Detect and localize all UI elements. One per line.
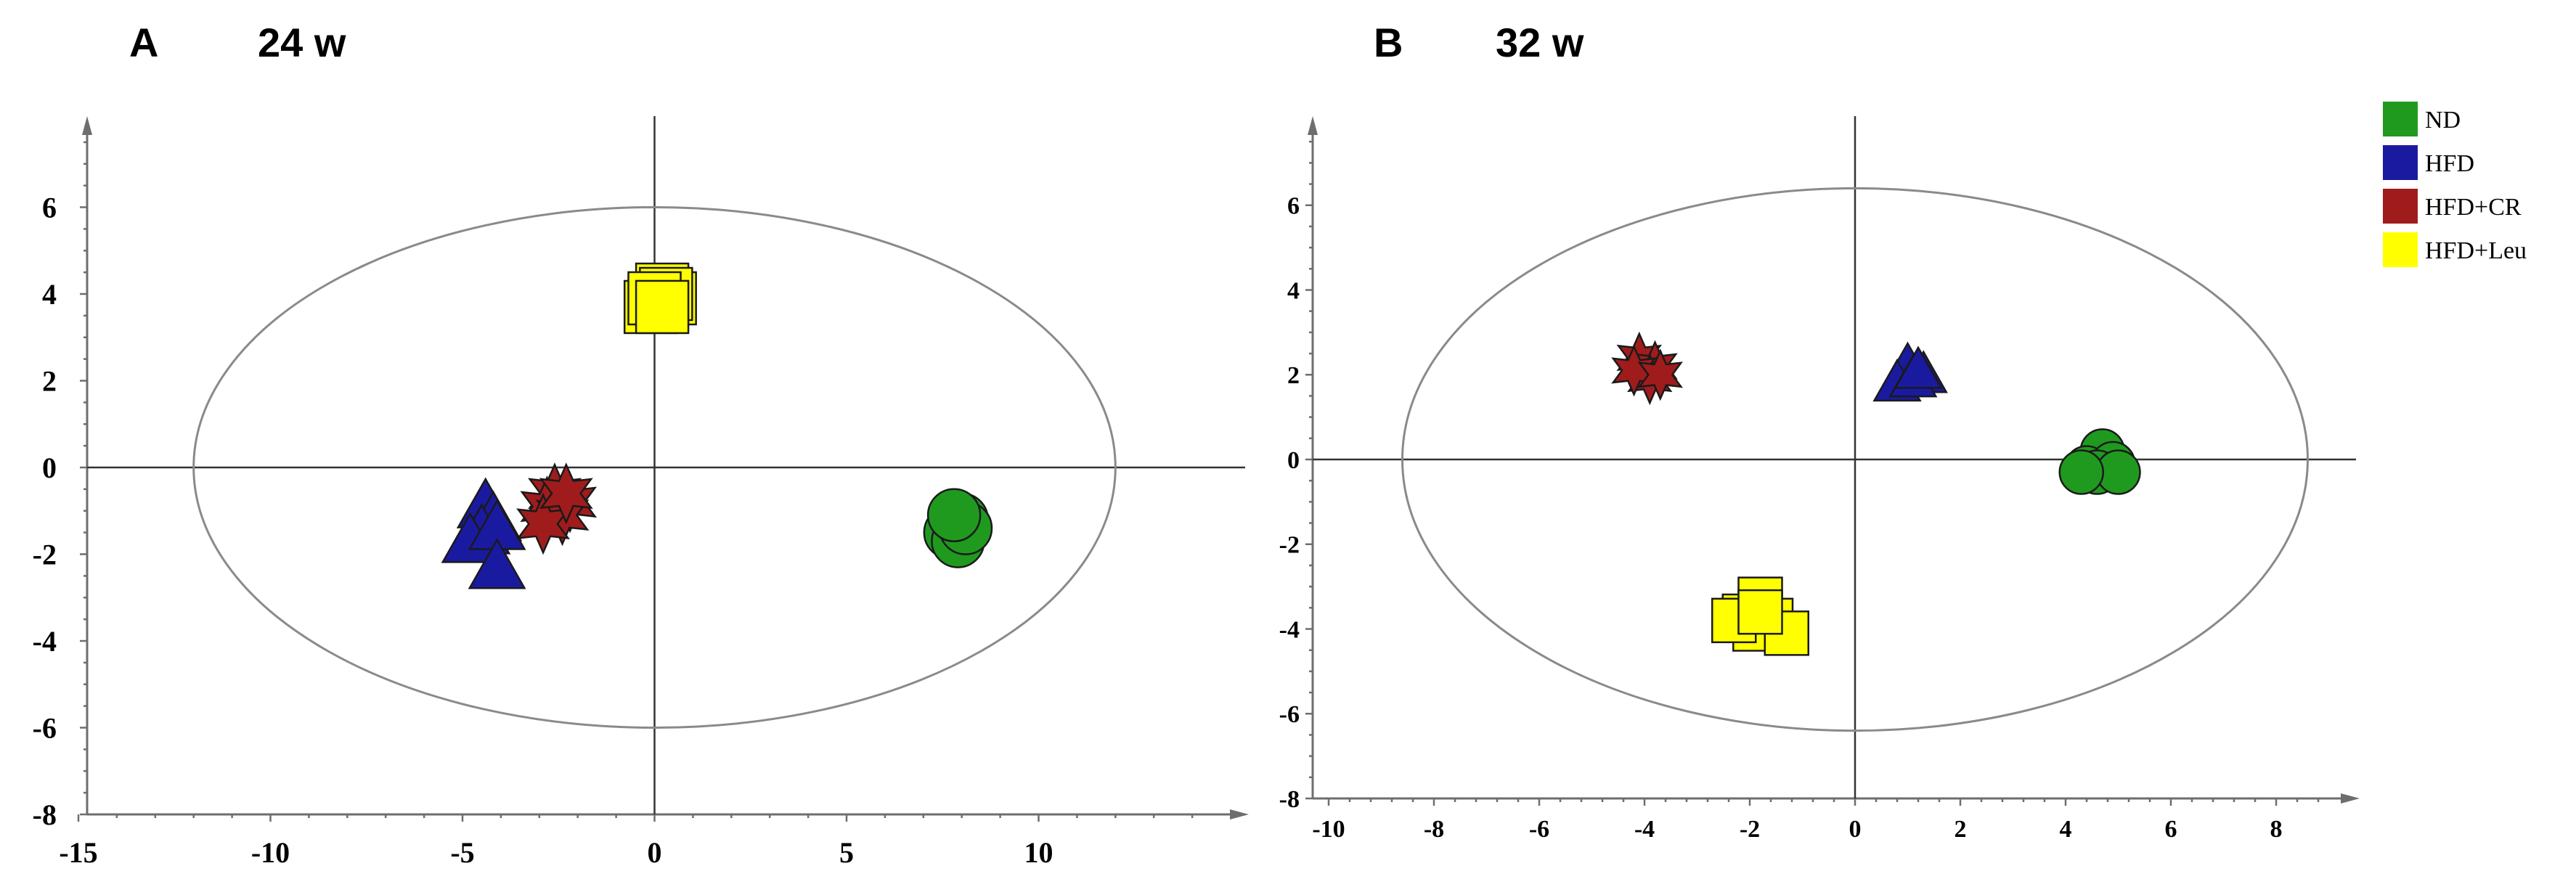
y-tick-label: 6 bbox=[42, 192, 57, 224]
data-point bbox=[1894, 346, 1943, 389]
x-tick-label: 6 bbox=[2165, 816, 2177, 843]
x-tick-label: -4 bbox=[1634, 816, 1655, 843]
x-tick-label: -6 bbox=[1529, 816, 1549, 843]
x-tick-label: -5 bbox=[450, 836, 474, 869]
data-point bbox=[2058, 449, 2104, 495]
legend-swatch bbox=[2383, 232, 2418, 267]
x-tick-label: 4 bbox=[2060, 816, 2072, 843]
hotelling-ellipse bbox=[1401, 187, 2309, 732]
series-hfd bbox=[1872, 341, 1948, 402]
panel-b-chart: B 32 w -8 -6 -4 -2 0 2 4 6 -10 -8 -6 -4 -2 0 2 4 6 8 bbox=[1279, 20, 2360, 843]
y-tick-label: -6 bbox=[33, 712, 57, 745]
y-axis-arrow bbox=[1308, 116, 1318, 135]
series-hfd-leu bbox=[1711, 576, 1809, 656]
legend-label: HFD+Leu bbox=[2425, 237, 2527, 264]
data-point bbox=[468, 538, 526, 589]
y-tick-label: 0 bbox=[42, 451, 57, 484]
hotelling-ellipse bbox=[192, 206, 1117, 729]
y-tick-label: -8 bbox=[1279, 786, 1300, 813]
panel-a-title: 24 w bbox=[258, 20, 346, 65]
y-tick-label: -8 bbox=[33, 798, 57, 831]
panel-b-letter: B bbox=[1374, 20, 1403, 65]
legend-label: HFD+CR bbox=[2425, 194, 2522, 221]
y-tick-label: -4 bbox=[1279, 616, 1300, 643]
x-axis-arrow bbox=[1230, 809, 1249, 819]
panel-a-letter: A bbox=[129, 20, 158, 65]
x-tick-label: -10 bbox=[251, 836, 290, 869]
x-tick-label: 5 bbox=[839, 836, 854, 869]
series-nd bbox=[923, 488, 993, 568]
data-point bbox=[926, 488, 982, 542]
x-tick-label: -2 bbox=[1740, 816, 1760, 843]
legend-swatch bbox=[2383, 145, 2418, 180]
legend-swatch bbox=[2383, 102, 2418, 136]
y-tick-label: -2 bbox=[33, 539, 57, 571]
y-tick-label: -2 bbox=[1279, 532, 1300, 559]
y-tick-label: 0 bbox=[1287, 447, 1300, 474]
data-point bbox=[1611, 344, 1657, 397]
series-hfd-leu bbox=[623, 262, 697, 335]
y-axis-arrow bbox=[82, 116, 92, 135]
x-tick-label: 0 bbox=[648, 836, 662, 869]
x-tick-label: -10 bbox=[1312, 816, 1345, 843]
x-tick-label: 2 bbox=[1955, 816, 1967, 843]
x-tick-label: -15 bbox=[59, 836, 97, 869]
y-tick-label: 4 bbox=[42, 278, 57, 311]
panel-a-chart: A 24 w -8 -6 -4 -2 0 2 4 6 -15 -10 -5 0 5 10 bbox=[33, 20, 1249, 869]
x-tick-label: 8 bbox=[2270, 816, 2283, 843]
y-tick-label: 4 bbox=[1287, 277, 1300, 304]
x-tick-label: 10 bbox=[1024, 836, 1053, 869]
legend-label: ND bbox=[2425, 107, 2461, 134]
y-tick-label: -4 bbox=[33, 625, 57, 658]
series-hfd bbox=[441, 477, 526, 589]
series-hfd-cr bbox=[1611, 331, 1683, 406]
x-tick-label: 0 bbox=[1849, 816, 1862, 843]
legend: ND HFD HFD+CR HFD+Leu bbox=[2383, 102, 2527, 267]
series-hfd-cr bbox=[516, 462, 598, 555]
data-point bbox=[635, 279, 690, 335]
data-point bbox=[1737, 589, 1783, 635]
y-tick-label: 6 bbox=[1287, 193, 1300, 220]
series-nd bbox=[2058, 428, 2141, 495]
x-tick-label: -8 bbox=[1424, 816, 1444, 843]
legend-swatch bbox=[2383, 189, 2418, 224]
x-axis-arrow bbox=[2341, 793, 2360, 804]
y-tick-label: -6 bbox=[1279, 701, 1300, 728]
y-tick-label: 2 bbox=[42, 365, 57, 398]
panel-b-title: 32 w bbox=[1496, 20, 1584, 65]
data-point bbox=[1637, 348, 1683, 401]
y-tick-label: 2 bbox=[1287, 362, 1300, 389]
data-point bbox=[539, 462, 593, 525]
legend-label: HFD bbox=[2425, 150, 2474, 177]
